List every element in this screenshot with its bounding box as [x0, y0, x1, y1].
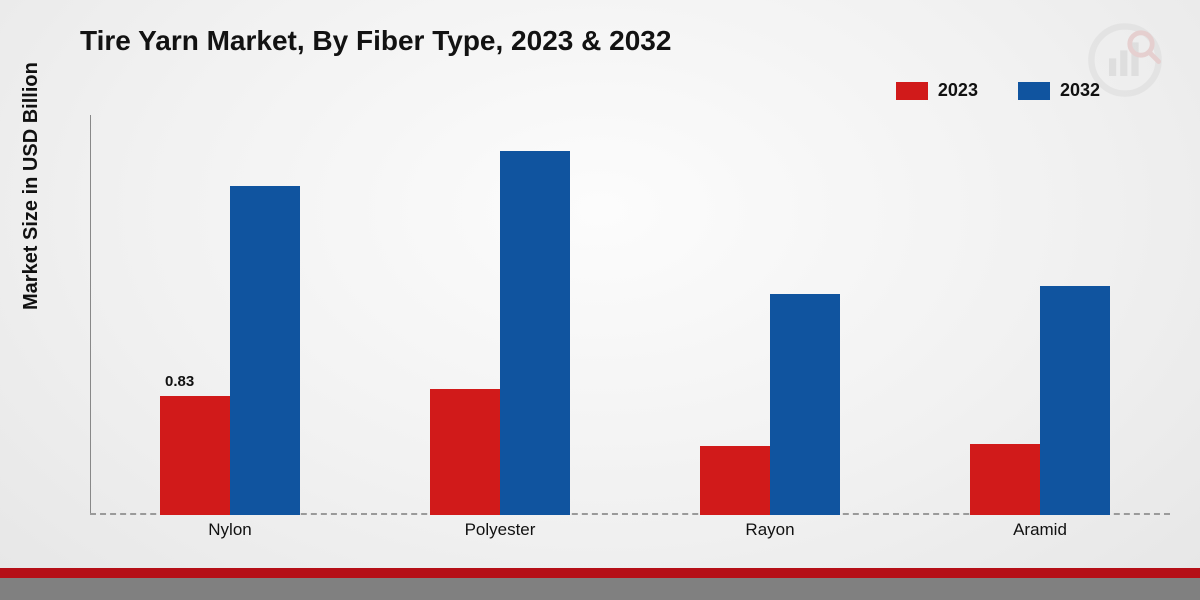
category-label: Nylon: [130, 520, 330, 540]
legend-swatch-2032: [1018, 82, 1050, 100]
chart-title: Tire Yarn Market, By Fiber Type, 2023 & …: [80, 25, 671, 57]
bar-2023: [160, 396, 230, 515]
bar-2032: [230, 186, 300, 515]
legend-label-2023: 2023: [938, 80, 978, 101]
legend-2023: 2023: [896, 80, 978, 101]
plot-area: 0.83NylonPolyesterRayonAramid: [90, 115, 1170, 515]
bar-2023: [970, 444, 1040, 515]
category-label: Aramid: [940, 520, 1140, 540]
category-label: Rayon: [670, 520, 870, 540]
bar-group: 0.83: [130, 186, 330, 515]
category-label: Polyester: [400, 520, 600, 540]
bar-2023: [430, 389, 500, 515]
legend-swatch-2023: [896, 82, 928, 100]
legend: 2023 2032: [896, 80, 1100, 101]
chart-page: Tire Yarn Market, By Fiber Type, 2023 & …: [0, 0, 1200, 600]
footer-accent-bar: [0, 568, 1200, 578]
bar-group: [400, 151, 600, 515]
bar-2032: [1040, 286, 1110, 515]
bar-value-label: 0.83: [165, 373, 194, 390]
y-axis-line: [90, 115, 91, 515]
legend-label-2032: 2032: [1060, 80, 1100, 101]
bar-2023: [700, 446, 770, 515]
footer-grey-bar: [0, 578, 1200, 600]
legend-2032: 2032: [1018, 80, 1100, 101]
bar-group: [940, 286, 1140, 515]
bar-2032: [500, 151, 570, 515]
bar-2032: [770, 294, 840, 515]
bar-group: [670, 294, 870, 515]
y-axis-label: Market Size in USD Billion: [20, 62, 43, 310]
